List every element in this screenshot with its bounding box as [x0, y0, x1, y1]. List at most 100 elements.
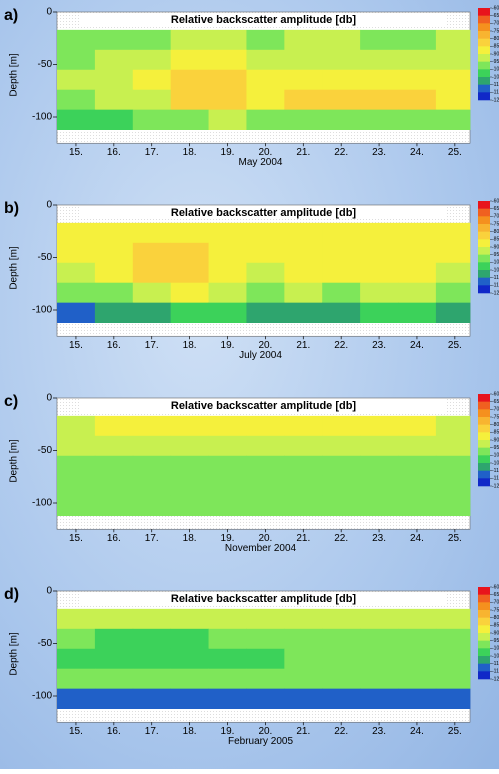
- colorbar-tick-label: -120: [492, 97, 499, 103]
- heat-cell: [398, 109, 437, 130]
- panel-label: b): [4, 200, 19, 217]
- heat-cell: [398, 668, 437, 690]
- colorbar-band: [478, 216, 490, 225]
- y-tick-label: -100: [32, 498, 52, 509]
- heat-cell: [208, 435, 247, 457]
- x-tick-label: 15.: [69, 147, 83, 158]
- y-axis-label: Depth [m]: [9, 632, 20, 676]
- heat-cell: [57, 455, 96, 477]
- y-tick-label: -50: [38, 252, 53, 263]
- heat-cell: [208, 628, 247, 650]
- colorbar-band: [478, 447, 490, 456]
- colorbar-tick-label: -70: [492, 21, 499, 27]
- heat-cell: [94, 455, 134, 477]
- heat-cell: [170, 262, 209, 284]
- heat-cell: [94, 435, 134, 457]
- colorbar-tick-label: -60: [492, 5, 499, 11]
- x-tick-label: 19.: [221, 533, 235, 544]
- heat-cell: [208, 455, 247, 477]
- heat-cell: [435, 668, 471, 690]
- x-tick-label: 16.: [107, 340, 121, 351]
- colorbar-band: [478, 440, 490, 448]
- y-tick-label: -50: [38, 638, 53, 649]
- heat-cell: [435, 262, 471, 284]
- heat-cell: [284, 668, 323, 690]
- heat-cell: [398, 302, 437, 323]
- colorbar-tick-label: -70: [492, 600, 499, 606]
- colorbar-tick-label: -60: [492, 584, 499, 590]
- x-tick-label: 18.: [183, 533, 197, 544]
- heat-cell: [246, 29, 285, 51]
- colorbar-tick-label: -90: [492, 244, 499, 250]
- colorbar-tick-label: -120: [492, 483, 499, 489]
- x-axis-label: July 2004: [239, 350, 282, 361]
- heat-cell: [94, 302, 134, 323]
- colorbar-tick-label: -110: [492, 82, 499, 88]
- colorbar-tick-label: -100: [492, 646, 499, 652]
- heat-cell: [360, 109, 399, 130]
- heat-cell: [398, 688, 437, 709]
- colorbar-band: [478, 671, 490, 680]
- heat-cell: [132, 89, 172, 111]
- heat-cell: [360, 688, 399, 709]
- heat-cell: [284, 495, 323, 516]
- heat-cell: [132, 495, 172, 516]
- colorbar-band: [478, 224, 490, 232]
- colorbar-tick-label: -115: [492, 669, 499, 675]
- colorbar-tick-label: -100: [492, 453, 499, 459]
- heat-cell: [208, 109, 247, 130]
- colorbar-band: [478, 31, 490, 39]
- heat-cell: [322, 69, 361, 91]
- colorbar-band: [478, 663, 490, 672]
- heat-cell: [322, 455, 361, 477]
- colorbar-tick-label: -95: [492, 59, 499, 65]
- x-axis-label: May 2004: [239, 157, 283, 168]
- title-box: [80, 206, 446, 219]
- x-tick-label: 17.: [145, 726, 159, 737]
- y-tick-label: 0: [46, 7, 52, 18]
- colorbar-tick-label: -105: [492, 74, 499, 80]
- y-tick-label: 0: [46, 200, 52, 211]
- heat-cell: [57, 648, 96, 670]
- heat-cell: [435, 648, 471, 670]
- heat-cell: [322, 668, 361, 690]
- y-tick-label: -50: [38, 445, 53, 456]
- heat-cell: [57, 69, 96, 91]
- panel-label: d): [4, 586, 19, 603]
- heat-cell: [132, 302, 172, 323]
- y-tick-label: -100: [32, 112, 52, 123]
- heat-cell: [208, 49, 247, 71]
- heat-cell: [322, 688, 361, 709]
- heat-cell: [170, 109, 209, 130]
- colorbar-tick-label: -85: [492, 430, 499, 436]
- colorbar-band: [478, 8, 490, 16]
- heat-cell: [284, 435, 323, 457]
- x-tick-label: 20.: [258, 533, 272, 544]
- heat-cell: [284, 49, 323, 71]
- colorbar-band: [478, 394, 490, 402]
- colorbar-band: [478, 478, 490, 487]
- heat-cell: [132, 282, 172, 304]
- x-tick-label: 21.: [296, 726, 310, 737]
- colorbar-band: [478, 617, 490, 626]
- colorbar-tick-label: -90: [492, 51, 499, 57]
- heat-cell: [94, 222, 134, 244]
- colorbar-tick-label: -105: [492, 460, 499, 466]
- y-tick-label: 0: [46, 393, 52, 404]
- colorbar-band: [478, 270, 490, 278]
- heat-cell: [170, 475, 209, 497]
- heat-cell: [170, 648, 209, 670]
- heat-cell: [246, 302, 285, 323]
- heat-cell: [57, 242, 96, 264]
- colorbar-tick-label: -75: [492, 607, 499, 613]
- heat-cell: [322, 29, 361, 51]
- heat-cell: [132, 109, 172, 130]
- heat-cell: [284, 415, 323, 437]
- heat-cell: [208, 89, 247, 111]
- title-box: [80, 399, 446, 412]
- heat-cell: [132, 435, 172, 457]
- heat-cell: [132, 648, 172, 670]
- heat-cell: [94, 688, 134, 709]
- colorbar-tick-label: -110: [492, 275, 499, 281]
- colorbar-band: [478, 656, 490, 664]
